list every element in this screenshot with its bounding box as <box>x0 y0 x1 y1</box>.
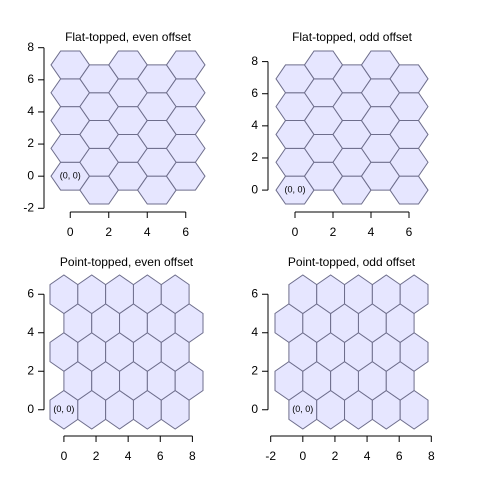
y-tick-label: 2 <box>251 363 258 377</box>
x-tick-label: 0 <box>61 449 68 463</box>
x-tick-label: 8 <box>189 449 196 463</box>
x-tick-label: 2 <box>105 225 112 239</box>
x-tick-label: 4 <box>125 449 132 463</box>
hexagon <box>399 274 429 315</box>
y-tick-label: 0 <box>27 402 34 416</box>
panel-title: Point-topped, even offset <box>60 255 194 269</box>
x-tick-label: 2 <box>93 449 100 463</box>
x-tick-label: 2 <box>332 449 339 463</box>
panel-title: Flat-topped, even offset <box>65 30 192 44</box>
y-tick-label: 6 <box>27 286 34 300</box>
annotation: (0, 0) <box>292 404 313 414</box>
x-tick-label: 4 <box>144 225 151 239</box>
x-tick-label: 4 <box>368 225 375 239</box>
x-tick-label: 2 <box>330 225 337 239</box>
y-tick-label: 4 <box>251 118 258 132</box>
y-tick-label: 2 <box>251 150 258 164</box>
x-tick-label: 0 <box>292 225 299 239</box>
annotation: (0, 0) <box>284 184 305 194</box>
y-tick-label: 2 <box>27 136 34 150</box>
y-tick-label: 0 <box>251 182 258 196</box>
hexagon <box>389 64 429 94</box>
hexagon <box>160 274 190 315</box>
x-tick-label: 0 <box>299 449 306 463</box>
y-tick-label: 6 <box>251 286 258 300</box>
x-tick-label: -2 <box>265 449 276 463</box>
y-tick-label: 4 <box>27 325 34 339</box>
panel-title: Point-topped, odd offset <box>288 255 416 269</box>
panel-title: Flat-topped, odd offset <box>292 30 413 44</box>
y-tick-label: -2 <box>23 200 34 214</box>
x-tick-label: 4 <box>364 449 371 463</box>
y-tick-label: 0 <box>27 168 34 182</box>
annotation: (0, 0) <box>60 171 81 181</box>
y-tick-label: 8 <box>251 54 258 68</box>
y-tick-label: 4 <box>27 104 34 118</box>
x-tick-label: 8 <box>428 449 435 463</box>
x-tick-label: 6 <box>157 449 164 463</box>
hexagon <box>165 50 206 80</box>
y-tick-label: 4 <box>251 325 258 339</box>
y-tick-label: 8 <box>27 40 34 54</box>
x-tick-label: 6 <box>396 449 403 463</box>
y-tick-label: 6 <box>251 86 258 100</box>
x-tick-label: 0 <box>67 225 74 239</box>
y-tick-label: 0 <box>251 402 258 416</box>
x-tick-label: 6 <box>406 225 413 239</box>
y-tick-label: 2 <box>27 363 34 377</box>
annotation: (0, 0) <box>53 404 74 414</box>
x-tick-label: 6 <box>182 225 189 239</box>
y-tick-label: 6 <box>27 72 34 86</box>
